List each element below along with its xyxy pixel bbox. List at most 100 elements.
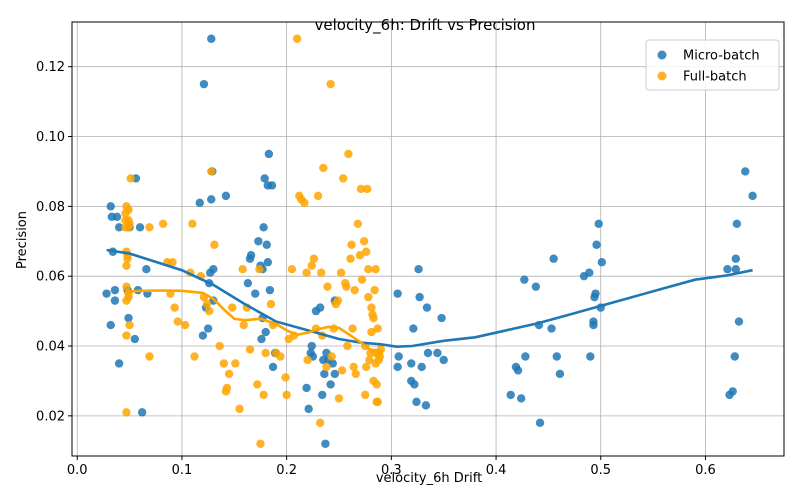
full-batch-point	[315, 418, 325, 428]
full-batch-point	[367, 327, 376, 337]
full-batch-point	[282, 390, 291, 400]
full-batch-point	[369, 313, 378, 323]
micro-batch-point	[209, 265, 218, 274]
full-batch-point	[188, 219, 197, 229]
micro-batch-point	[320, 369, 329, 379]
micro-batch-point	[268, 362, 278, 372]
micro-batch-point	[114, 359, 124, 368]
full-batch-point	[238, 265, 247, 274]
full-batch-point	[158, 219, 168, 229]
full-batch-point	[357, 275, 367, 284]
full-batch-point	[173, 317, 182, 326]
micro-batch-point	[549, 254, 558, 263]
full-batch-point	[122, 408, 131, 417]
data-points	[102, 34, 757, 448]
micro-batch-point	[415, 292, 424, 302]
micro-batch-point	[732, 219, 742, 229]
micro-batch-point	[315, 303, 325, 312]
y-tick-label: 0.08	[36, 200, 65, 215]
full-batch-point	[287, 265, 297, 274]
y-tick-label: 0.02	[36, 409, 65, 424]
micro-batch-point	[261, 327, 270, 337]
micro-batch-point	[597, 258, 607, 267]
micro-batch-point	[110, 285, 120, 295]
micro-batch-point	[423, 348, 433, 358]
full-batch-point	[373, 324, 382, 333]
micro-batch-point	[260, 174, 269, 183]
full-batch-point	[231, 359, 240, 368]
plot-frame	[71, 21, 785, 457]
full-batch-point	[281, 373, 290, 382]
full-batch-point	[350, 285, 359, 295]
full-batch-point	[343, 341, 352, 351]
micro-batch-point	[521, 352, 530, 361]
full-batch-point	[239, 320, 248, 330]
y-tick-label: 0.06	[36, 270, 65, 285]
micro-batch-point	[409, 324, 418, 333]
micro-batch-point	[142, 265, 151, 274]
full-batch-point	[322, 362, 331, 372]
micro-batch-point	[586, 352, 595, 361]
full-batch-point	[364, 265, 373, 274]
micro-batch-point	[254, 237, 263, 246]
full-batch-point	[245, 345, 255, 354]
full-batch-point	[359, 237, 369, 246]
full-batch-point	[255, 265, 264, 274]
grid-lines	[72, 22, 784, 456]
micro-batch-point	[433, 348, 442, 358]
micro-batch-point	[410, 380, 419, 389]
full-batch-point	[207, 167, 216, 176]
full-batch-point	[326, 79, 335, 89]
legend-box	[645, 39, 780, 91]
full-batch-point	[228, 303, 237, 312]
micro-batch-point	[531, 282, 541, 291]
micro-batch-point	[412, 397, 421, 407]
y-tick-label: 0.04	[36, 340, 65, 355]
full-batch-point	[347, 240, 356, 249]
full-batch-point	[372, 380, 381, 389]
legend-marker-full-batch	[657, 71, 667, 81]
micro-batch-point	[106, 320, 115, 330]
micro-batch-point	[506, 390, 515, 400]
full-batch-point	[124, 205, 133, 215]
full-batch-point	[317, 268, 326, 277]
full-batch-point	[370, 285, 379, 295]
micro-batch-point	[110, 296, 120, 305]
micro-batch-point	[130, 334, 140, 344]
full-batch-point	[125, 219, 134, 229]
micro-batch-point	[321, 439, 330, 448]
full-batch-point	[313, 191, 323, 201]
y-tick-label: 0.10	[36, 130, 65, 145]
micro-batch-point	[302, 383, 311, 393]
micro-batch-point	[437, 313, 446, 323]
micro-batch-point	[207, 195, 216, 204]
y-axis-title: Precision	[15, 211, 30, 269]
micro-batch-point	[589, 320, 598, 330]
micro-batch-point	[199, 79, 209, 89]
full-batch-point	[351, 369, 360, 379]
full-batch-point	[362, 362, 371, 372]
micro-batch-point	[594, 219, 603, 229]
micro-batch-point	[114, 223, 124, 232]
micro-batch-point	[330, 369, 340, 379]
micro-batch-point	[102, 289, 111, 298]
micro-batch-point	[246, 251, 256, 260]
full-batch-point	[180, 320, 190, 330]
full-batch-point	[122, 261, 131, 270]
x-tick-label: 0.3	[381, 463, 402, 478]
full-batch-point	[125, 320, 134, 330]
full-batch-point	[222, 383, 232, 393]
axis-ticks: 0.0 0.1 0.2 0.3 0.4 0.5 0.6 0.02 0.04 0.06 0.08 0.1…	[36, 60, 716, 478]
x-tick-label: 0.5	[590, 463, 611, 478]
micro-batch-point	[730, 352, 739, 361]
full-batch-point	[319, 163, 328, 173]
full-batch-point	[292, 34, 302, 43]
y-tick-label: 0.12	[36, 60, 65, 75]
full-batch-point	[349, 362, 358, 372]
micro-batch-point	[723, 265, 732, 274]
full-batch-point	[307, 261, 316, 270]
full-batch-point	[336, 268, 346, 277]
micro-batch-point	[731, 254, 741, 263]
